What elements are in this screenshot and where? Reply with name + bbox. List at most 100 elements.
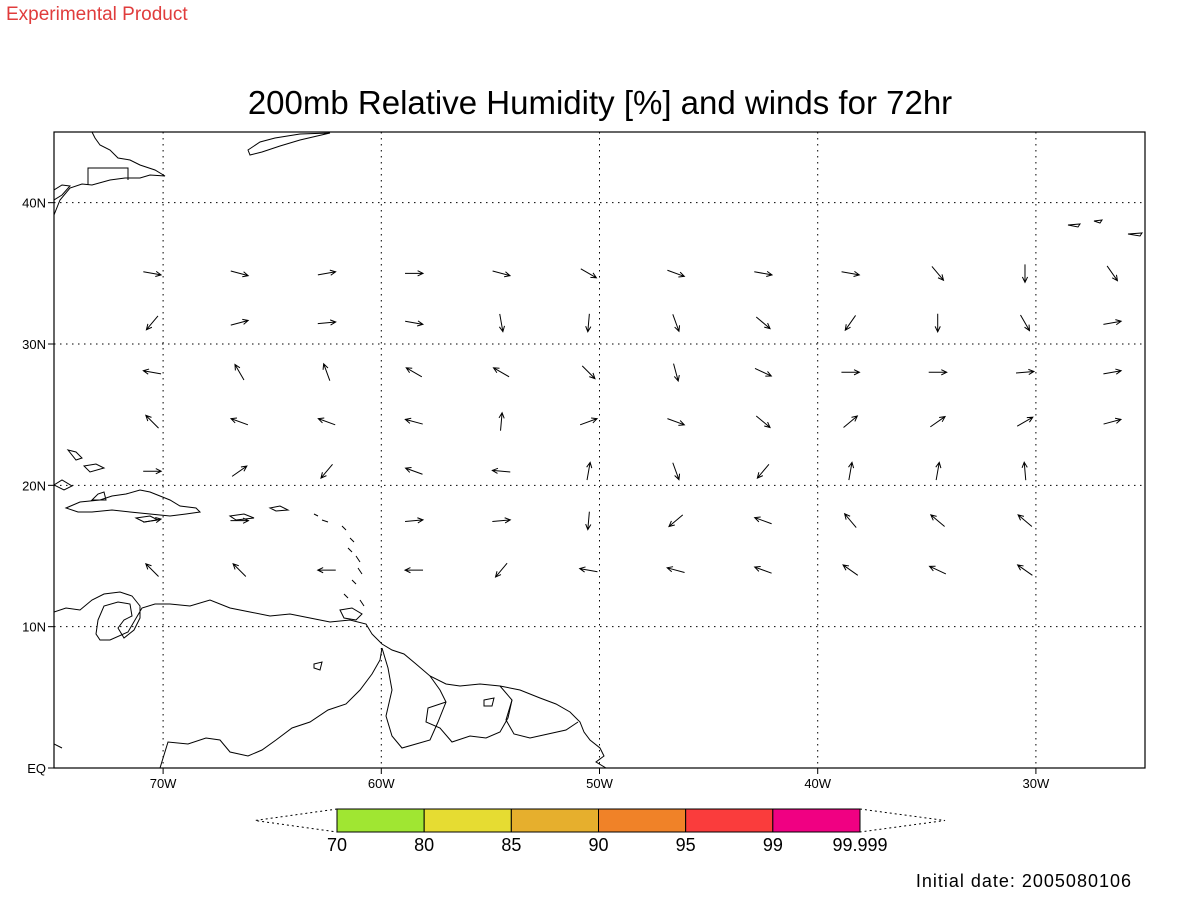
wind-arrow	[672, 314, 681, 333]
wind-arrow	[668, 514, 684, 528]
wind-arrow	[930, 415, 947, 428]
wind-arrow	[494, 562, 508, 578]
wind-arrow	[145, 315, 159, 331]
wind-arrow	[844, 315, 857, 332]
wind-arrow	[405, 320, 425, 327]
colorbar-label: 70	[327, 835, 347, 855]
wind-arrow	[143, 516, 163, 524]
colorbar-box	[598, 808, 687, 833]
wind-arrow	[1106, 265, 1119, 282]
wind-arrow	[579, 417, 599, 426]
colorbar-label: 80	[414, 835, 434, 855]
wind-arrow	[143, 270, 163, 278]
wind-arrow	[317, 269, 337, 276]
lon-tick-label: 60W	[368, 776, 395, 791]
wind-arrow	[667, 269, 686, 278]
wind-arrow	[756, 463, 770, 479]
wind-arrow	[230, 270, 250, 278]
wind-arrow	[491, 467, 511, 474]
wind-arrow	[498, 313, 505, 333]
wind-arrow	[145, 414, 159, 429]
wind-arrow	[403, 567, 424, 574]
wind-arrow	[1015, 368, 1036, 375]
wind-arrow	[754, 270, 774, 278]
colorbar-box	[772, 808, 861, 833]
colorbar-label: 99	[763, 835, 783, 855]
wind-arrow	[1021, 264, 1029, 284]
lon-tick-label: 40W	[804, 776, 831, 791]
lat-tick-label: 20N	[22, 478, 46, 493]
lon-tick-label: 50W	[586, 776, 613, 791]
wind-arrow	[1021, 461, 1028, 481]
wind-arrow	[145, 562, 159, 577]
initial-date: Initial date: 2005080106	[916, 871, 1132, 891]
wind-arrow	[755, 415, 771, 429]
wind-arrow	[405, 270, 425, 277]
wind-arrow	[405, 367, 423, 378]
lat-tick-label: 30N	[22, 337, 46, 352]
wind-arrow	[672, 462, 681, 481]
wind-arrow	[234, 363, 245, 381]
axis-ticks: 70W 60W 50W 40W 30W EQ 10N 20N 30N 40N	[22, 196, 1050, 791]
wind-arrow	[585, 511, 592, 531]
wind-arrow	[581, 365, 596, 380]
wind-arrow	[843, 415, 859, 428]
lat-tick-label: EQ	[27, 761, 46, 776]
wind-arrow	[320, 463, 333, 479]
wind-arrow	[667, 418, 686, 426]
lon-tick-label: 30W	[1023, 776, 1050, 791]
experimental-label: Experimental Product	[6, 4, 188, 25]
colorbar-box	[685, 808, 774, 833]
wind-arrow	[1016, 416, 1034, 427]
wind-arrow	[231, 465, 248, 477]
colorbar-label: 95	[676, 835, 696, 855]
wind-arrow	[841, 270, 861, 278]
wind-arrow	[232, 562, 247, 577]
wind-arrow	[1016, 564, 1033, 576]
wind-arrow	[1020, 314, 1031, 332]
wind-arrow	[934, 313, 941, 333]
wind-arrow	[755, 316, 771, 330]
wind-arrow	[666, 566, 685, 573]
wind-arrow	[492, 367, 510, 378]
wind-arrow	[404, 417, 423, 425]
wind-arrow	[143, 468, 163, 475]
wind-arrow	[580, 268, 598, 279]
colorbar-label: 85	[501, 835, 521, 855]
wind-arrow	[322, 362, 331, 381]
wind-arrow	[492, 517, 512, 524]
wind-arrow	[1017, 514, 1033, 527]
wind-arrow	[841, 369, 861, 376]
wind-arrow	[585, 313, 592, 333]
colorbar-label: 99.999	[832, 835, 887, 855]
wind-vectors	[142, 264, 1123, 578]
wind-arrow	[929, 514, 945, 527]
wind-arrow	[498, 411, 505, 431]
colorbar-extension	[254, 808, 338, 833]
colorbar: 70 80 85 90 95 99 99.999	[254, 808, 946, 855]
coastlines	[54, 132, 1143, 768]
wind-arrow	[405, 517, 425, 524]
lat-tick-label: 10N	[22, 620, 46, 635]
wind-arrow	[673, 363, 680, 383]
wind-arrow	[230, 517, 250, 524]
colorbar-box	[510, 808, 600, 833]
wind-arrow	[142, 368, 162, 375]
wind-arrow	[928, 565, 947, 575]
wind-arrow	[928, 369, 948, 376]
colorbar-label: 90	[588, 835, 608, 855]
wind-arrow	[229, 417, 249, 426]
wind-arrow	[317, 319, 337, 326]
wind-arrow	[586, 461, 593, 481]
wind-arrow	[935, 461, 942, 481]
wind-arrow	[753, 516, 772, 525]
wind-arrow	[754, 368, 773, 377]
lat-tick-label: 40N	[22, 196, 46, 211]
wind-arrow	[230, 318, 250, 326]
wind-arrow	[753, 565, 772, 574]
wind-arrow	[316, 567, 336, 574]
wind-arrow	[842, 564, 859, 576]
wind-arrow	[1103, 319, 1123, 326]
wind-arrow	[578, 566, 598, 573]
